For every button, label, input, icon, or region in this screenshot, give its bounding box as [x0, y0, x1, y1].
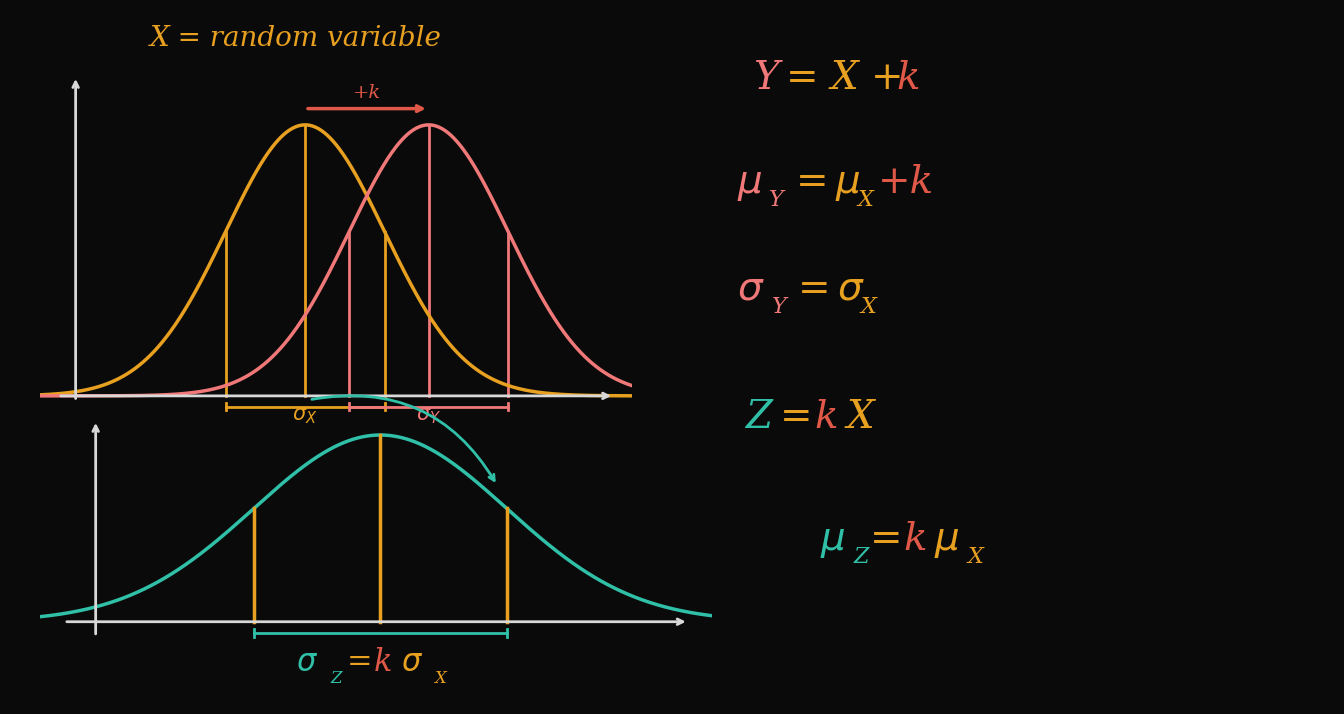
Text: +k: +k — [352, 84, 380, 102]
Text: +k: +k — [878, 164, 934, 201]
Text: X = random variable: X = random variable — [149, 26, 442, 52]
Text: Y: Y — [753, 60, 778, 97]
Text: $\mu$: $\mu$ — [820, 523, 845, 560]
Text: X: X — [860, 296, 876, 318]
Text: Y: Y — [771, 296, 786, 318]
Text: =: = — [780, 399, 812, 436]
Text: k: k — [374, 647, 392, 678]
Text: =: = — [870, 521, 902, 558]
Text: X: X — [434, 670, 446, 687]
Text: $\sigma$: $\sigma$ — [296, 647, 317, 678]
Text: X: X — [847, 399, 875, 436]
Text: =: = — [347, 647, 372, 678]
Text: $= \mu$: $= \mu$ — [788, 166, 860, 203]
Text: $\sigma_X$: $\sigma_X$ — [293, 406, 319, 426]
Text: $\sigma_Y$: $\sigma_Y$ — [417, 406, 441, 426]
Text: k: k — [814, 399, 837, 436]
Text: Z: Z — [853, 545, 870, 568]
Text: X: X — [857, 188, 874, 211]
Text: $\mu$: $\mu$ — [737, 166, 762, 203]
Text: Y: Y — [769, 188, 784, 211]
Text: $\sigma$: $\sigma$ — [737, 271, 765, 308]
Text: $\sigma$: $\sigma$ — [401, 647, 422, 678]
Text: = X +: = X + — [786, 60, 905, 97]
Text: Z: Z — [746, 399, 773, 436]
Text: k: k — [896, 60, 919, 97]
Text: Z: Z — [331, 670, 343, 687]
Text: k: k — [903, 521, 926, 558]
Text: $= \sigma$: $= \sigma$ — [790, 271, 866, 308]
Text: $\mu$: $\mu$ — [934, 523, 960, 560]
Text: X: X — [968, 545, 984, 568]
